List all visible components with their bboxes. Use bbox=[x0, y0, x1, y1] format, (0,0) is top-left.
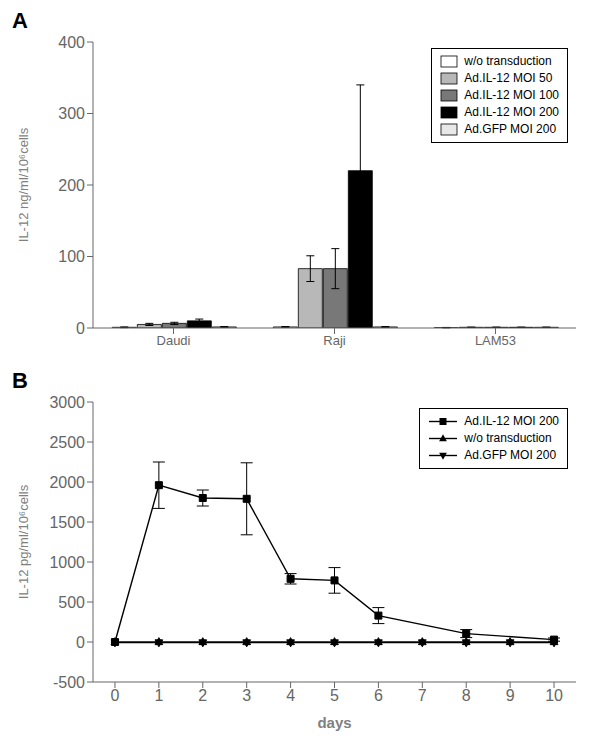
svg-text:200: 200 bbox=[58, 177, 85, 194]
svg-text:2000: 2000 bbox=[49, 474, 85, 491]
svg-text:7: 7 bbox=[418, 687, 427, 704]
svg-text:5: 5 bbox=[330, 687, 339, 704]
svg-text:IL-12 ng/ml/10⁶cells: IL-12 ng/ml/10⁶cells bbox=[16, 127, 31, 242]
html-text:Ad.IL-12 MOI 50: Ad.IL-12 MOI 50 bbox=[464, 71, 553, 85]
svg-text:-500: -500 bbox=[53, 674, 85, 691]
html-text:Ad.IL-12 MOI 200: Ad.IL-12 MOI 200 bbox=[464, 414, 559, 428]
svg-text:8: 8 bbox=[462, 687, 471, 704]
html-text:A: A bbox=[12, 8, 28, 33]
svg-text:3: 3 bbox=[242, 687, 251, 704]
svg-text:9: 9 bbox=[506, 687, 515, 704]
svg-text:0: 0 bbox=[111, 687, 120, 704]
svg-text:0: 0 bbox=[76, 320, 85, 337]
svg-text:2500: 2500 bbox=[49, 434, 85, 451]
html-text:Ad.GFP MOI 200: Ad.GFP MOI 200 bbox=[464, 448, 557, 462]
html-text:w/o transduction: w/o transduction bbox=[464, 54, 552, 68]
svg-text:6: 6 bbox=[374, 687, 383, 704]
html-text:Ad.IL-12 MOI 200: Ad.IL-12 MOI 200 bbox=[464, 105, 559, 119]
svg-text:Daudi: Daudi bbox=[157, 333, 191, 348]
html-text:B: B bbox=[12, 368, 28, 393]
svg-text:400: 400 bbox=[58, 34, 85, 51]
html-text:Ad.GFP MOI 200: Ad.GFP MOI 200 bbox=[464, 122, 557, 136]
svg-text:4: 4 bbox=[286, 687, 295, 704]
svg-text:1000: 1000 bbox=[49, 554, 85, 571]
svg-text:days: days bbox=[317, 714, 351, 731]
svg-text:100: 100 bbox=[58, 248, 85, 265]
svg-text:500: 500 bbox=[58, 594, 85, 611]
html-text:w/o transduction: w/o transduction bbox=[464, 431, 552, 445]
svg-text:3000: 3000 bbox=[49, 394, 85, 411]
svg-text:LAM53: LAM53 bbox=[475, 333, 516, 348]
svg-text:1500: 1500 bbox=[49, 514, 85, 531]
svg-text:0: 0 bbox=[76, 634, 85, 651]
svg-text:IL-12 pg/ml/10⁶cells: IL-12 pg/ml/10⁶cells bbox=[16, 484, 31, 599]
svg-text:300: 300 bbox=[58, 105, 85, 122]
svg-text:10: 10 bbox=[545, 687, 563, 704]
svg-text:2: 2 bbox=[198, 687, 207, 704]
html-text:Ad.IL-12 MOI 100: Ad.IL-12 MOI 100 bbox=[464, 88, 559, 102]
svg-text:Raji: Raji bbox=[323, 333, 346, 348]
svg-text:1: 1 bbox=[154, 687, 163, 704]
